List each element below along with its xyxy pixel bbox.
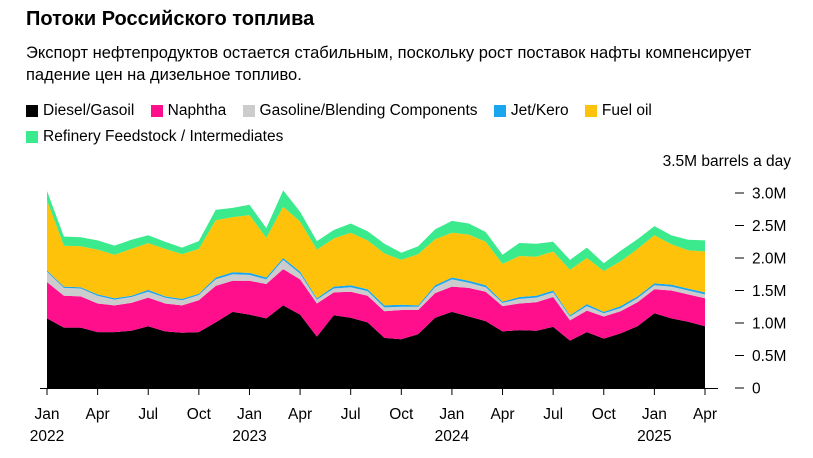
area-diesel bbox=[47, 305, 705, 388]
legend-swatch-fuel-oil bbox=[584, 105, 597, 117]
x-year-label: 2025 bbox=[637, 428, 671, 445]
y-axis: 0 0.5M 1.0M 1.5M 2.0M 2.5M 3.0M bbox=[735, 186, 786, 398]
legend-label-naphtha: Naphtha bbox=[167, 102, 227, 119]
area-naphtha bbox=[47, 269, 705, 341]
legend-label-gasoline: Gasoline/Blending Components bbox=[259, 102, 478, 119]
x-year-label: 2023 bbox=[232, 428, 266, 445]
legend-item-feedstock: Refinery Feedstock / Intermediates bbox=[26, 125, 283, 149]
x-tick-label: Oct bbox=[187, 406, 212, 423]
x-year-label: 2022 bbox=[30, 428, 64, 445]
x-tick-label: Jan bbox=[237, 406, 262, 423]
x-tick-label: Apr bbox=[86, 406, 110, 423]
x-tick-label: Jan bbox=[35, 406, 60, 423]
legend-item-jet: Jet/Kero bbox=[493, 99, 569, 123]
legend-label-jet: Jet/Kero bbox=[510, 102, 569, 119]
y-tick-label: 0.5M bbox=[752, 348, 786, 365]
x-tick-label: Jul bbox=[138, 406, 158, 423]
x-tick-label: Jan bbox=[439, 406, 464, 423]
x-tick-label: Apr bbox=[490, 406, 514, 423]
y-tick-label: 2.0M bbox=[752, 251, 786, 268]
y-tick-label: 1.5M bbox=[752, 283, 786, 300]
chart-subtitle: Экспорт нефтепродуктов остается стабильн… bbox=[26, 44, 752, 84]
legend-item-gasoline: Gasoline/Blending Components bbox=[242, 99, 478, 123]
legend-swatch-gasoline bbox=[242, 105, 255, 117]
y-tick-label: 0 bbox=[752, 381, 761, 398]
legend: Diesel/Gasoil Naphtha Gasoline/Blending … bbox=[26, 99, 796, 151]
legend-swatch-naphtha bbox=[150, 105, 163, 117]
x-tick-label: Apr bbox=[693, 406, 717, 423]
legend-item-naphtha: Naphtha bbox=[150, 99, 227, 123]
x-tick-label: Oct bbox=[389, 406, 414, 423]
legend-item-diesel: Diesel/Gasoil bbox=[26, 99, 134, 123]
area-fuel-oil bbox=[47, 200, 705, 316]
legend-label-diesel: Diesel/Gasoil bbox=[43, 102, 135, 119]
x-tick-label: Jul bbox=[341, 406, 361, 423]
legend-label-fuel-oil: Fuel oil bbox=[601, 102, 652, 119]
unit-label: 3.5M barrels a day bbox=[662, 153, 791, 170]
legend-item-fuel-oil: Fuel oil bbox=[584, 99, 652, 123]
series-areas bbox=[47, 190, 705, 388]
legend-swatch-feedstock bbox=[26, 131, 38, 143]
x-axis: Jan 2022 Apr Jul Oct Jan 2023 Apr Jul Oct Jan 2024 A… bbox=[30, 388, 718, 445]
x-tick-label: Oct bbox=[592, 406, 617, 423]
legend-swatch-jet bbox=[493, 105, 506, 117]
x-tick-label: Jan bbox=[642, 406, 667, 423]
area-feedstock bbox=[47, 190, 705, 271]
legend-label-feedstock: Refinery Feedstock / Intermediates bbox=[43, 128, 284, 145]
x-tick-label: Apr bbox=[288, 406, 312, 423]
x-tick-label: Jul bbox=[543, 406, 563, 423]
y-tick-label: 2.5M bbox=[752, 218, 786, 235]
legend-swatch-diesel bbox=[26, 105, 38, 117]
y-tick-label: 1.0M bbox=[752, 316, 786, 333]
chart-title: Потоки Российского топлива bbox=[26, 8, 315, 30]
y-tick-label: 3.0M bbox=[752, 186, 786, 203]
x-year-label: 2024 bbox=[435, 428, 470, 445]
